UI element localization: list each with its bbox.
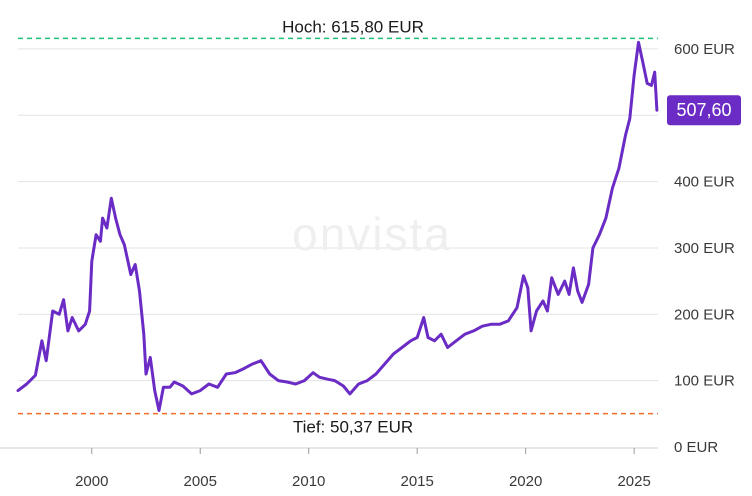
y-tick-label: 100 EUR xyxy=(674,373,735,390)
high-label: Hoch: 615,80 EUR xyxy=(282,17,424,36)
low-label: Tief: 50,37 EUR xyxy=(293,418,413,437)
x-axis: 2000 2005 2010 2015 2020 2025 xyxy=(0,447,658,490)
y-tick-label: 0 EUR xyxy=(674,439,718,456)
last-value-label: 507,60 xyxy=(676,100,731,120)
y-tick-label: 400 EUR xyxy=(674,174,735,191)
y-tick-label: 300 EUR xyxy=(674,240,735,257)
reference-lines: Hoch: 615,80 EUR Tief: 50,37 EUR xyxy=(18,17,658,437)
x-tick-label: 2020 xyxy=(509,473,542,490)
price-series-line xyxy=(16,40,659,412)
x-tick-label: 2015 xyxy=(400,473,433,490)
y-axis: 0 EUR 100 EUR 200 EUR 300 EUR 400 EUR 600 EUR xyxy=(674,41,735,456)
x-tick-label: 2010 xyxy=(292,473,325,490)
last-value-badge-bg xyxy=(667,95,741,126)
x-tick-label: 2000 xyxy=(75,473,108,490)
y-tick-label: 600 EUR xyxy=(674,41,735,58)
y-tick-label: 200 EUR xyxy=(674,306,735,323)
last-value-badge: 507,60 xyxy=(667,95,741,126)
x-tick-label: 2025 xyxy=(617,473,650,490)
watermark: onvista xyxy=(292,208,452,260)
x-tick-label: 2005 xyxy=(184,473,217,490)
